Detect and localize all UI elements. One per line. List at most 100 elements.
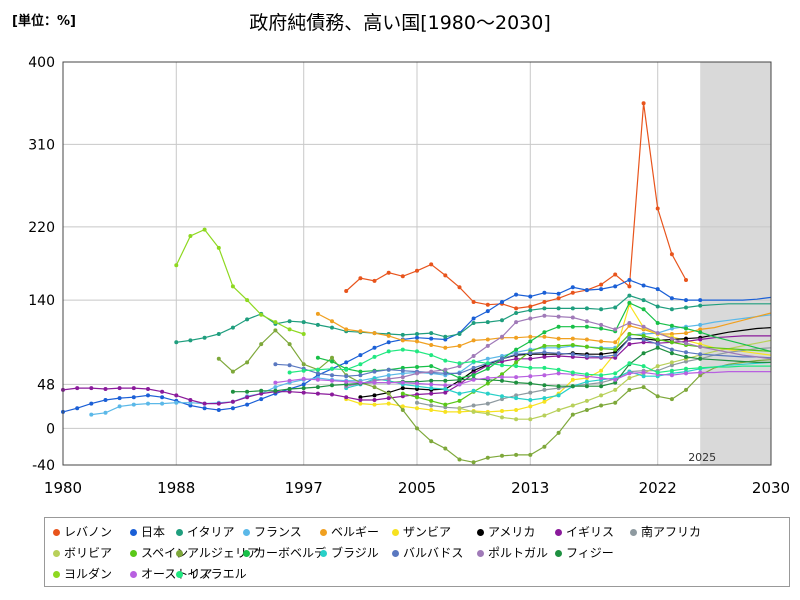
data-point (344, 289, 349, 293)
data-point (75, 386, 80, 391)
data-point (500, 363, 504, 368)
data-point (174, 400, 179, 405)
data-point (584, 372, 589, 377)
series-lines (61, 101, 772, 465)
data-point (542, 387, 547, 392)
data-point (471, 359, 476, 364)
data-point (698, 330, 703, 335)
data-point (471, 377, 476, 382)
data-point (358, 353, 363, 358)
data-point (386, 349, 391, 354)
data-point (443, 345, 448, 350)
data-point (698, 337, 703, 342)
data-point (584, 319, 589, 324)
data-point (556, 384, 561, 389)
data-point (599, 373, 604, 378)
data-point (655, 321, 660, 325)
data-point (429, 408, 434, 412)
data-point (471, 316, 476, 321)
data-point (415, 426, 419, 431)
data-point (542, 350, 547, 355)
data-point (542, 373, 547, 378)
data-point (315, 385, 320, 390)
legend-label: スペイン (141, 546, 189, 560)
data-point (89, 386, 94, 391)
legend-label: イギリス (566, 525, 615, 539)
data-point (457, 409, 462, 414)
data-point (514, 311, 519, 315)
data-point (570, 285, 575, 290)
legend-label: アルジェリア (187, 546, 259, 560)
data-point (216, 332, 221, 336)
legend-label: ブラジル (331, 546, 379, 560)
legend-marker (477, 529, 484, 536)
data-point (655, 337, 660, 342)
x-tick-label: 2005 (398, 479, 436, 497)
data-point (528, 356, 533, 361)
legend-marker (176, 571, 183, 578)
data-point (641, 298, 646, 303)
data-point (400, 380, 405, 385)
data-point (330, 355, 334, 360)
data-point (131, 386, 136, 391)
legend-label: アメリカ (488, 525, 536, 539)
data-point (415, 335, 419, 340)
data-point (584, 354, 589, 358)
data-point (485, 356, 490, 361)
series-line (218, 329, 772, 463)
data-point (372, 278, 377, 283)
data-point (103, 387, 108, 391)
data-point (584, 398, 589, 403)
data-point (400, 408, 405, 412)
data-point (698, 298, 703, 303)
data-point (556, 367, 561, 372)
x-tick-label: 2030 (752, 479, 790, 497)
legend-item: ボリビア (53, 544, 112, 561)
legend-item: アルジェリア (176, 544, 259, 561)
data-point (698, 303, 703, 308)
legend-label: ボリビア (64, 546, 113, 560)
data-point (514, 417, 519, 422)
data-point (330, 383, 334, 388)
data-point (471, 338, 476, 343)
data-point (684, 371, 688, 376)
data-point (627, 361, 632, 366)
data-point (174, 340, 179, 345)
data-point (245, 389, 250, 394)
data-point (556, 306, 561, 311)
data-point (599, 346, 604, 351)
data-point (698, 352, 703, 357)
data-point (684, 278, 688, 282)
data-point (415, 349, 419, 354)
legend-marker (243, 550, 250, 557)
data-point (514, 364, 519, 369)
legend-label: イスラエル (187, 567, 247, 581)
data-point (684, 331, 688, 336)
data-point (287, 342, 292, 347)
data-point (400, 338, 405, 343)
data-point (669, 347, 674, 352)
data-point (230, 369, 235, 374)
data-point (400, 368, 405, 373)
data-point (669, 363, 674, 368)
data-point (684, 336, 688, 341)
data-point (570, 370, 575, 375)
data-point (613, 387, 618, 392)
data-point (570, 412, 575, 417)
series-9 (415, 347, 772, 411)
data-point (485, 391, 490, 396)
data-point (613, 371, 618, 376)
data-point (146, 401, 150, 406)
data-point (485, 320, 490, 325)
data-point (500, 375, 504, 380)
data-point (542, 334, 547, 339)
data-point (669, 351, 674, 356)
data-point (599, 282, 604, 287)
data-point (103, 398, 108, 402)
data-point (429, 386, 434, 391)
data-point (75, 406, 80, 411)
legend-label: フィジー (566, 546, 614, 560)
data-point (542, 313, 547, 318)
data-point (613, 272, 618, 277)
